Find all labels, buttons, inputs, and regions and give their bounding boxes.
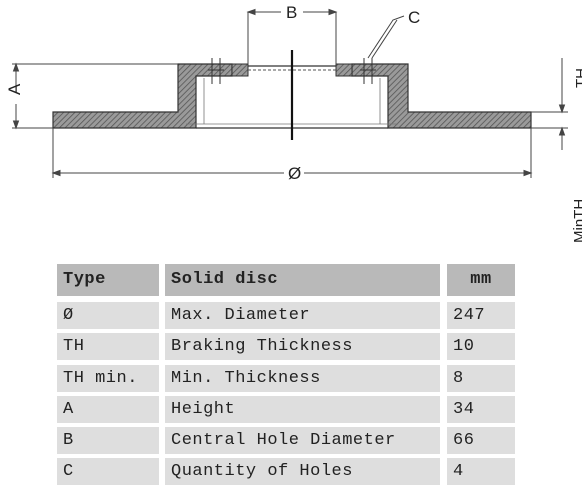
dimension-min-th-label: MinTH [571,199,582,243]
dimension-a-label: A [5,83,24,95]
table-row-code: TH [57,333,159,360]
table-row-label: Height [165,396,440,423]
brake-disc-cross-section-diagram: B C A TH MinTH Ø [5,3,582,243]
dimension-diameter-label: Ø [288,164,301,183]
disc-section-left [52,63,233,129]
table-row-code: TH min. [57,365,159,392]
bolt-hole-left-mark [208,58,224,84]
header-name: Solid disc [165,264,440,296]
table-row-code: C [57,458,159,485]
dimension-th [531,58,568,150]
table-row-label: Min. Thickness [165,365,440,392]
table-row-value: 247 [447,302,515,329]
table-row-label: Quantity of Holes [165,458,440,485]
dimension-b [246,8,338,64]
header-type: Type [57,264,159,296]
table-row-value: 10 [447,333,515,360]
header-unit: mm [447,264,515,296]
table-row-value: 8 [447,365,515,392]
dimension-b-label: B [286,3,297,22]
disc-section-right [351,63,532,129]
table-row-label: Braking Thickness [165,333,440,360]
table-row-code: Ø [57,302,159,329]
bolt-hole-right-mark [360,58,376,84]
hub-plate-right [335,63,353,77]
table-row-code: A [57,396,159,423]
table-row-label: Max. Diameter [165,302,440,329]
table-row-value: 66 [447,427,515,454]
hub-plate-left [231,63,249,77]
table-row-value: 34 [447,396,515,423]
dimension-c-leader [367,15,405,59]
dimension-c-label: C [408,8,420,27]
table-row-value: 4 [447,458,515,485]
dimension-a [12,62,178,130]
dimension-th-label: TH [573,68,582,88]
table-row-label: Central Hole Diameter [165,427,440,454]
table-row-code: B [57,427,159,454]
dimension-diameter [51,128,533,178]
